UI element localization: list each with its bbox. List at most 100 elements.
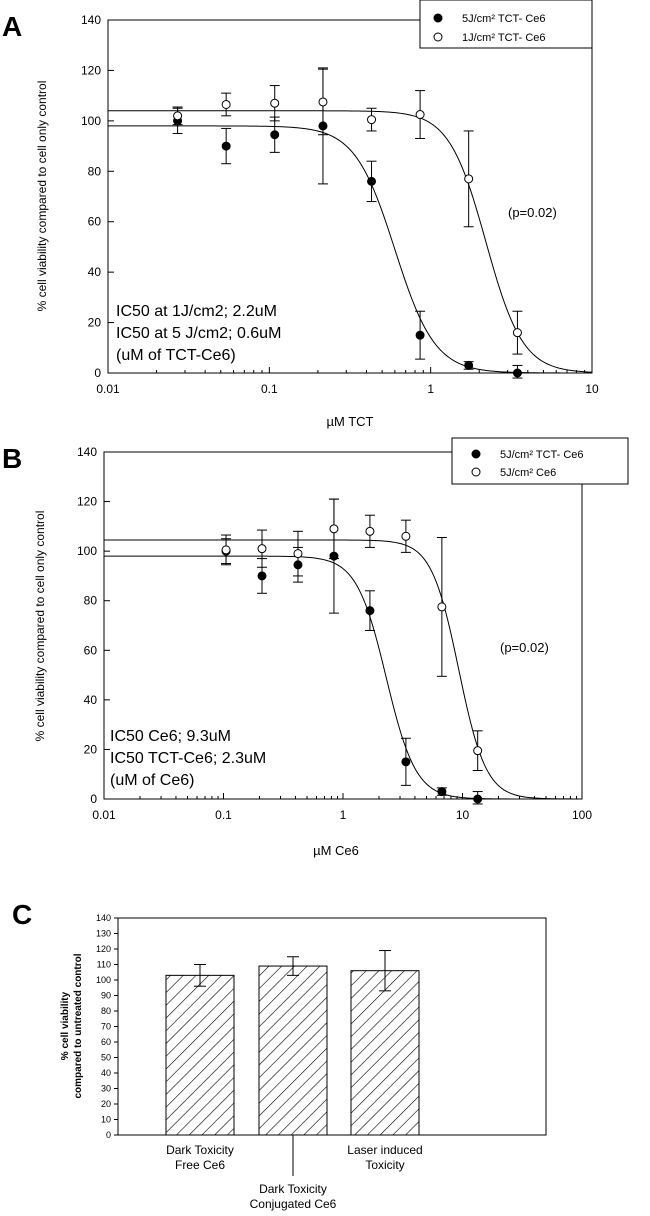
panel-b-fit-curve-series-1 <box>104 555 582 800</box>
panel-a-y-tick-label: 120 <box>81 63 101 77</box>
panel-b-data-point-series-1 <box>437 787 447 797</box>
panel-c-category-label: Laser induced <box>347 1143 422 1157</box>
panel-c-category-label: Free Ce6 <box>175 1158 225 1172</box>
panel-b-y-tick-label: 20 <box>84 742 98 756</box>
panel-c-category-label: Conjugated Ce6 <box>250 1197 337 1211</box>
panel-b-data-point-series-1 <box>257 571 267 581</box>
panel-a-legend-entry-1: 5J/cm² TCT- Ce6 <box>462 13 546 25</box>
panel-a-y-tick-label: 0 <box>94 366 101 380</box>
panel-a-legend-box <box>419 0 593 49</box>
panel-a-data-points <box>172 67 523 379</box>
panel-a-legend-entry-2: 1J/cm² TCT- Ce6 <box>462 32 546 44</box>
panel-b-data-points <box>221 498 483 805</box>
panel-b-y-axis: 0 20 40 60 80 100 120 140 <box>77 445 110 806</box>
panel-b-data-point-series-2 <box>329 524 339 534</box>
panel-a-data-point-series-2 <box>512 328 522 338</box>
panel-a-plot-frame <box>107 19 593 374</box>
panel-b-x-tick-label: 0.1 <box>215 808 232 822</box>
panel-a-annotation-3: (uM of TCT-Ce6) <box>116 347 236 364</box>
panel-letter-b: B <box>2 443 22 474</box>
panel-b-legend-entry-1: 5J/cm² TCT- Ce6 <box>500 449 584 461</box>
panel-b-x-tick-label: 1 <box>340 808 347 822</box>
panel-a-y-tick-label: 20 <box>88 316 102 330</box>
panel-a-data-point-series-2 <box>318 97 328 107</box>
panel-b-data-point-series-2 <box>401 531 411 541</box>
panel-a-annotation-2: IC50 at 5 J/cm2; 0.6uM <box>116 325 281 342</box>
panel-b-annotation-2: IC50 TCT-Ce6; 2.3uM <box>110 750 266 767</box>
panel-a-legend-marker-filled <box>433 13 443 23</box>
panel-a-y-tick-label: 40 <box>88 265 102 279</box>
panel-c-y-tick-label: 120 <box>96 944 111 954</box>
panel-a-y-axis: 0 20 40 60 80 100 120 140 <box>81 13 114 380</box>
panel-a-data-point-series-1 <box>367 176 377 186</box>
panel-a-data-point-series-2 <box>221 99 231 109</box>
panel-a-x-axis-label: µM TCT <box>327 414 374 429</box>
panel-b-fit-curve-series-2 <box>104 539 583 800</box>
panel-a-x-tick-label: 10 <box>585 382 599 396</box>
panel-b-data-point-series-2 <box>473 746 483 756</box>
panel-c-y-tick-label: 90 <box>101 991 111 1001</box>
panel-c-y-tick-label: 50 <box>101 1053 111 1063</box>
panel-c-y-tick-label: 20 <box>101 1099 111 1109</box>
panel-b-y-tick-label: 120 <box>77 495 97 509</box>
panel-b-y-tick-label: 140 <box>77 445 97 459</box>
panel-a-fit-curve-series-2 <box>108 110 593 373</box>
panel-c-y-tick-label: 140 <box>96 913 111 923</box>
panel-a-legend-marker-open <box>433 32 443 42</box>
panel-c-y-tick-label: 130 <box>96 929 111 939</box>
panel-a-data-point-series-1 <box>512 368 522 378</box>
panel-b-y-tick-label: 80 <box>84 594 98 608</box>
panel-a-x-axis: 0.01 0.1 1 10 <box>96 367 599 396</box>
panel-c-bars <box>165 950 420 1136</box>
panel-b-legend-marker-filled <box>471 449 481 459</box>
panel-letter-a: A <box>2 11 22 42</box>
panel-c-y-axis-label-line-1: % cell viability <box>60 991 71 1060</box>
panel-b-annotation-3: (uM of Ce6) <box>110 772 194 789</box>
panel-b-x-tick-label: 100 <box>572 808 592 822</box>
panel-b-x-axis-label: µM Ce6 <box>313 843 359 858</box>
panel-a-fit-curve-series-1 <box>108 125 592 374</box>
panel-b-legend-marker-open <box>471 467 481 477</box>
panel-a-data-point-series-2 <box>270 98 280 108</box>
panel-c-bar <box>258 965 328 1136</box>
panel-b-data-point-series-2 <box>257 544 267 554</box>
panel-b-y-axis-label: % cell viability compared to cell only c… <box>33 511 47 742</box>
panel-a-legend: 5J/cm² TCT- Ce6 1J/cm² TCT- Ce6 <box>419 0 593 49</box>
panel-a-y-tick-label: 140 <box>81 13 101 27</box>
panel-b-y-tick-label: 0 <box>90 792 97 806</box>
panel-a-x-tick-label: 1 <box>427 382 434 396</box>
panel-c-category-label: Dark Toxicity <box>259 1182 327 1196</box>
panel-a-data-point-series-1 <box>270 130 280 140</box>
panel-c: C 0 10 20 30 40 50 60 70 80 90 100 110 120 130 140 Dar… <box>12 899 547 1211</box>
panel-b-x-tick-label: 10 <box>456 808 470 822</box>
panel-c-y-axis: 0 10 20 30 40 50 60 70 80 90 100 110 120 130 140 <box>96 913 118 1140</box>
panel-c-bar <box>350 970 420 1136</box>
panel-b: B 0 20 40 60 80 100 120 140 0.01 0.1 1 10 100 % cel… <box>2 437 629 858</box>
panel-c-y-tick-label: 60 <box>101 1037 111 1047</box>
panel-b-legend-entry-2: 5J/cm² Ce6 <box>500 467 556 479</box>
panel-a-x-tick-label: 0.01 <box>96 382 120 396</box>
panel-a-data-point-series-2 <box>367 115 377 125</box>
panel-b-y-tick-label: 100 <box>77 544 97 558</box>
panel-a-data-point-series-1 <box>415 330 425 340</box>
panel-a-y-tick-label: 60 <box>88 215 102 229</box>
panel-b-annotation-1: IC50 Ce6; 9.3uM <box>110 728 231 745</box>
panel-b-data-point-series-2 <box>293 549 303 559</box>
panel-c-y-tick-label: 40 <box>101 1068 111 1078</box>
panel-b-x-tick-label: 0.01 <box>92 808 116 822</box>
panel-b-legend-box <box>451 437 629 485</box>
panel-b-pvalue: (p=0.02) <box>500 640 549 655</box>
panel-b-x-axis: 0.01 0.1 1 10 100 <box>92 793 592 822</box>
panel-c-y-tick-label: 110 <box>97 960 111 970</box>
panel-a-data-point-series-1 <box>464 360 474 370</box>
panel-c-y-axis-label-line-2: compared to untreated control <box>73 953 84 1098</box>
panel-a-data-point-series-1 <box>221 141 231 151</box>
panel-b-data-point-series-2 <box>221 545 231 555</box>
panel-c-y-tick-label: 70 <box>101 1022 111 1032</box>
panel-c-y-tick-label: 100 <box>96 975 111 985</box>
panel-c-category-label: Toxicity <box>365 1158 404 1172</box>
panel-b-plot-frame <box>103 451 583 800</box>
panel-a-data-point-series-2 <box>173 111 183 121</box>
